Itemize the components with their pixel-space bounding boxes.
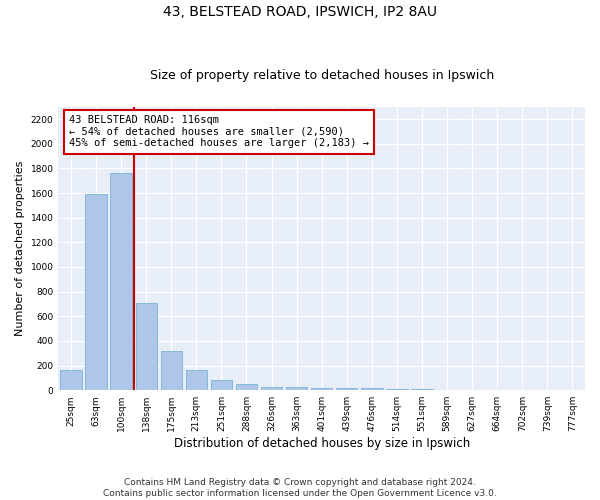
Bar [261,386,282,390]
Bar [211,380,232,390]
Bar [386,389,407,390]
Bar [311,388,332,390]
Bar [161,352,182,390]
Bar [185,370,207,390]
Bar [60,370,82,390]
Y-axis label: Number of detached properties: Number of detached properties [15,161,25,336]
Text: Contains HM Land Registry data © Crown copyright and database right 2024.
Contai: Contains HM Land Registry data © Crown c… [103,478,497,498]
Text: 43 BELSTEAD ROAD: 116sqm
← 54% of detached houses are smaller (2,590)
45% of sem: 43 BELSTEAD ROAD: 116sqm ← 54% of detach… [69,116,369,148]
Bar [85,194,107,390]
Bar [110,174,132,390]
Bar [136,302,157,390]
Bar [361,388,383,390]
Text: 43, BELSTEAD ROAD, IPSWICH, IP2 8AU: 43, BELSTEAD ROAD, IPSWICH, IP2 8AU [163,5,437,19]
Bar [236,384,257,390]
Title: Size of property relative to detached houses in Ipswich: Size of property relative to detached ho… [149,69,494,82]
Bar [336,388,358,390]
Bar [286,387,307,390]
X-axis label: Distribution of detached houses by size in Ipswich: Distribution of detached houses by size … [173,437,470,450]
